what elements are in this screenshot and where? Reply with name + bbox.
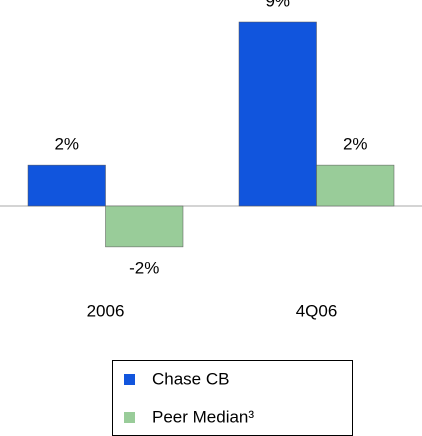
bar — [316, 164, 395, 207]
bar — [238, 21, 317, 207]
bar — [27, 164, 106, 207]
value-label: -2% — [129, 258, 159, 277]
bar — [105, 205, 184, 248]
value-label: 2% — [343, 135, 368, 154]
x-tick-label: 2006 — [87, 301, 125, 320]
legend-swatch — [124, 374, 135, 385]
legend-swatch — [124, 412, 135, 423]
value-label: 9% — [265, 0, 290, 10]
legend-label: Chase CB — [152, 369, 229, 388]
value-label: 2% — [54, 135, 79, 154]
legend-label: Peer Median³ — [152, 407, 254, 426]
x-tick-label: 4Q06 — [296, 301, 338, 320]
